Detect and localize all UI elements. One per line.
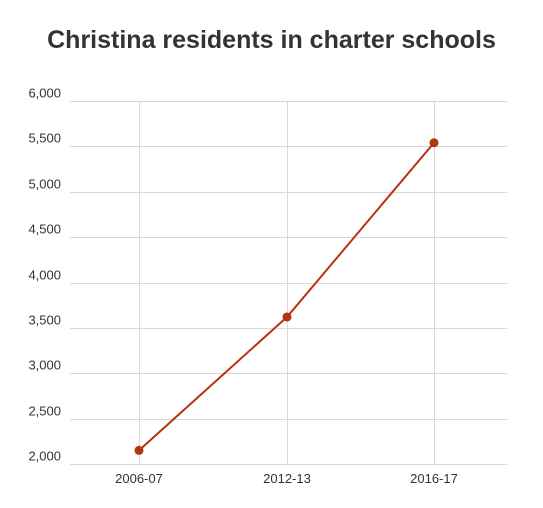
data-point <box>282 312 292 322</box>
x-tick-label: 2012-13 <box>263 471 311 486</box>
x-tick-label: 2016-17 <box>410 471 458 486</box>
y-tick-label: 5,500 <box>28 131 61 146</box>
data-point <box>134 445 144 455</box>
y-tick-label: 4,500 <box>28 222 61 237</box>
grid-lines <box>70 101 507 465</box>
y-tick-label: 2,500 <box>28 404 61 419</box>
data-series <box>134 138 439 455</box>
x-tick-label: 2006-07 <box>115 471 163 486</box>
data-point <box>429 138 439 148</box>
series-line <box>138 142 435 452</box>
y-tick-label: 4,000 <box>28 268 61 283</box>
y-tick-label: 3,500 <box>28 313 61 328</box>
chart-title: Christina residents in charter schools <box>47 26 496 54</box>
y-axis-tick-labels: 2,000 2,500 3,000 3,500 4,000 4,500 5,000 5,500… <box>28 86 61 464</box>
y-tick-label: 6,000 <box>28 86 61 101</box>
y-tick-label: 3,000 <box>28 358 61 373</box>
y-tick-label: 2,000 <box>28 449 61 464</box>
x-axis-tick-labels: 2006-07 2012-13 2016-17 <box>115 471 458 486</box>
y-tick-label: 5,000 <box>28 177 61 192</box>
